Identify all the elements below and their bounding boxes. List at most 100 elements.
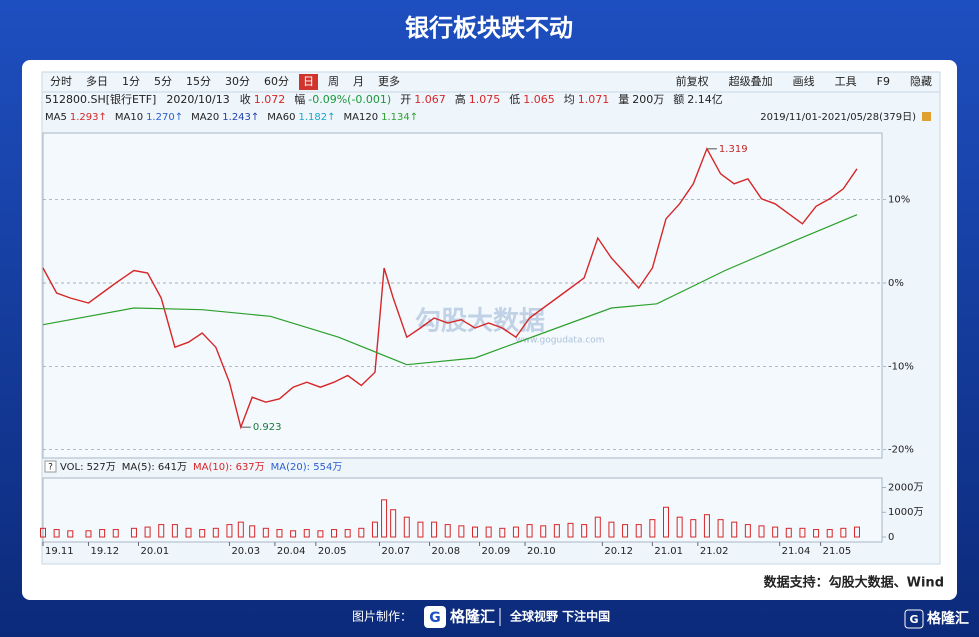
corner-logo-mark bbox=[904, 609, 924, 629]
ma-value: 1.243↑ bbox=[222, 112, 259, 123]
volume-bar bbox=[276, 529, 283, 538]
info-value: -0.09%(-0.001) bbox=[308, 93, 391, 106]
volume-bar bbox=[458, 525, 465, 538]
toolbar-item[interactable]: 1分 bbox=[122, 75, 140, 88]
volume-bar bbox=[540, 525, 547, 538]
y-tick-label: 0 bbox=[888, 532, 894, 543]
volume-bar bbox=[526, 524, 533, 538]
toolbar-item[interactable]: F9 bbox=[877, 75, 890, 88]
price-panel bbox=[42, 132, 883, 459]
annotation: 1.319 bbox=[719, 144, 748, 155]
info-label: 收 bbox=[240, 92, 251, 106]
toolbar-item[interactable]: 月 bbox=[353, 75, 364, 88]
toolbar-item[interactable]: 工具 bbox=[835, 75, 857, 88]
x-tick-label: 20.08 bbox=[432, 546, 461, 557]
toolbar-item[interactable]: 隐藏 bbox=[910, 75, 932, 88]
ma-value: 1.270↑ bbox=[146, 112, 183, 123]
x-tick-label: 20.10 bbox=[527, 546, 556, 557]
volume-bar bbox=[344, 529, 351, 538]
volume-bar bbox=[717, 519, 724, 538]
volume-bar bbox=[785, 527, 792, 538]
toolbar-selected bbox=[299, 74, 318, 90]
info-value: 1.072 bbox=[254, 93, 286, 106]
toolbar-item[interactable]: 60分 bbox=[264, 75, 289, 88]
ma-value: 1.293↑ bbox=[70, 112, 107, 123]
corner-logo-letter: G bbox=[909, 613, 918, 626]
volume-stat: MA(10): 637万 bbox=[193, 462, 265, 473]
volume-bar bbox=[649, 519, 656, 538]
y-tick-label: 10% bbox=[888, 195, 910, 206]
volume-bar bbox=[799, 527, 806, 538]
x-tick-label: 19.11 bbox=[45, 546, 74, 557]
volume-bar bbox=[608, 521, 615, 538]
annotation: 0.923 bbox=[253, 422, 282, 433]
volume-bar bbox=[226, 524, 233, 538]
volume-bar bbox=[622, 524, 629, 538]
source: 数据支持：勾股大数据、Wind bbox=[764, 575, 944, 591]
volume-bar bbox=[813, 529, 820, 538]
volume-bar bbox=[444, 524, 451, 538]
info-date: 2020/10/13 bbox=[166, 93, 229, 106]
info-label: 幅 bbox=[294, 93, 305, 106]
volume-bar bbox=[371, 521, 378, 538]
toolbar-item[interactable]: 更多 bbox=[378, 74, 400, 88]
toolbar-item[interactable]: 30分 bbox=[225, 75, 250, 88]
info-label: 均 bbox=[564, 93, 575, 106]
y-tick-label: -20% bbox=[888, 445, 914, 456]
toolbar-item[interactable]: 5分 bbox=[154, 75, 172, 88]
ma-name: MA20 bbox=[191, 112, 219, 123]
footer: 图片制作： G 格隆汇 全球视野 下注中国 G 格隆汇 bbox=[352, 606, 969, 629]
info-label: 额 bbox=[673, 93, 684, 106]
help-icon[interactable]: ? bbox=[48, 463, 53, 473]
volume-bar bbox=[690, 519, 697, 538]
toolbar-item[interactable]: 15分 bbox=[186, 75, 211, 88]
volume-bar bbox=[53, 529, 60, 538]
volume-bar bbox=[635, 524, 642, 538]
volume-bar bbox=[581, 524, 588, 538]
toolbar-item[interactable]: 周 bbox=[328, 75, 339, 88]
volume-bar bbox=[772, 526, 779, 538]
toolbar-item[interactable]: 日 bbox=[303, 75, 314, 88]
volume-stat: MA(20): 554万 bbox=[271, 462, 343, 473]
x-tick-label: 20.05 bbox=[318, 546, 347, 557]
ma-value: 1.134↑ bbox=[381, 112, 418, 123]
volume-bar bbox=[303, 529, 310, 538]
toolbar-item[interactable]: 分时 bbox=[50, 75, 72, 88]
volume-bar bbox=[67, 530, 74, 538]
volume-bar bbox=[403, 516, 410, 538]
x-tick-label: 20.12 bbox=[604, 546, 633, 557]
volume-bar bbox=[331, 529, 338, 538]
help-box[interactable] bbox=[44, 460, 57, 473]
x-tick-label: 20.04 bbox=[277, 546, 306, 557]
lock-icon[interactable] bbox=[922, 112, 931, 121]
toolbar-item[interactable]: 画线 bbox=[793, 74, 815, 88]
toolbar-item[interactable]: 多日 bbox=[86, 74, 108, 88]
volume-bar bbox=[703, 514, 710, 538]
volume-bar bbox=[290, 530, 297, 538]
volume-bar bbox=[185, 527, 192, 538]
volume-bar bbox=[130, 527, 137, 538]
volume-bar bbox=[199, 529, 206, 538]
volume-bar bbox=[40, 527, 46, 538]
ma-name: MA60 bbox=[267, 112, 295, 123]
volume-stat: VOL: 527万 bbox=[60, 462, 116, 473]
volume-bar bbox=[237, 521, 244, 538]
y-tick-label: 2000万 bbox=[888, 482, 923, 493]
volume-bar bbox=[144, 526, 151, 538]
toolbar-item[interactable]: 超级叠加 bbox=[729, 74, 773, 88]
volume-bar bbox=[853, 526, 860, 538]
volume-bar bbox=[826, 529, 833, 538]
logo-letter: G bbox=[429, 610, 441, 626]
series-line bbox=[42, 147, 858, 430]
x-tick-label: 21.04 bbox=[782, 546, 811, 557]
x-tick-label: 21.02 bbox=[700, 546, 729, 557]
x-tick-label: 20.03 bbox=[231, 546, 260, 557]
volume-bar bbox=[381, 499, 388, 538]
info-label: 低 bbox=[509, 93, 520, 106]
volume-bar bbox=[758, 525, 765, 538]
info-label: 开 bbox=[400, 93, 411, 106]
x-tick-label: 21.01 bbox=[654, 546, 683, 557]
toolbar-item[interactable]: 前复权 bbox=[676, 74, 709, 88]
volume-bar bbox=[171, 524, 178, 538]
